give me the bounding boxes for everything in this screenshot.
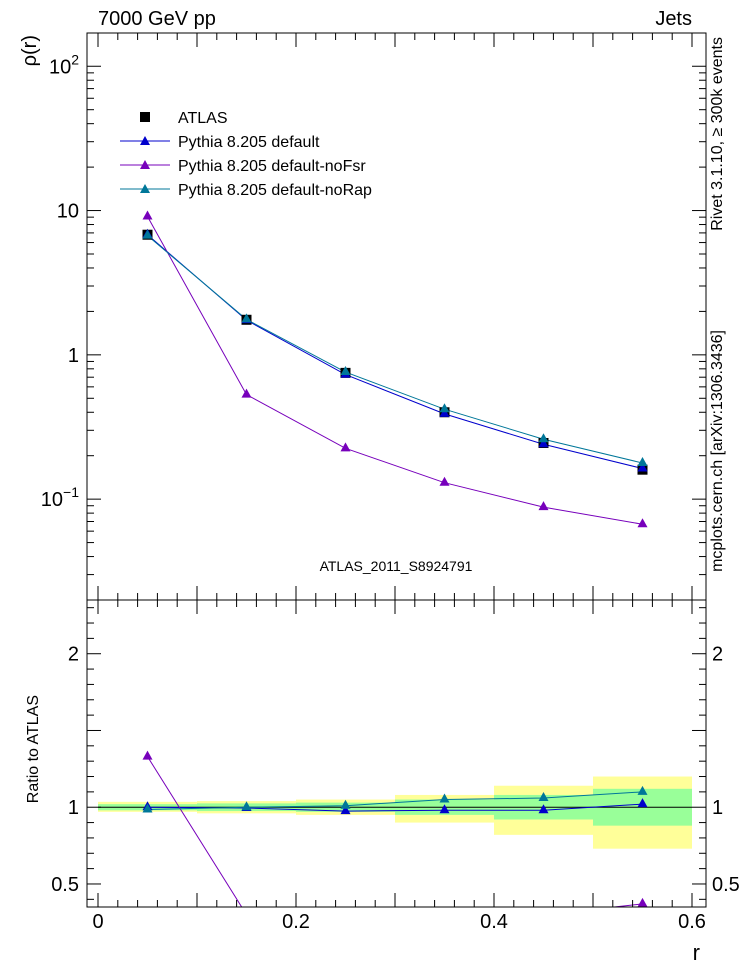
- ratio-ylabel: Ratio to ATLAS: [25, 695, 42, 803]
- main-series-3-point-3: [439, 403, 450, 413]
- main-series-3-point-5: [637, 457, 648, 467]
- main-series-1-point-4: [538, 438, 549, 448]
- ratio-ytick-label-left-0: 0.5: [51, 874, 79, 896]
- legend-nofsr-label: Pythia 8.205 default-noFsr: [178, 158, 366, 175]
- ratio-ytick-label-left-1: 1: [68, 797, 79, 819]
- ratio-ytick-label-right-1: 1: [712, 797, 723, 819]
- main-series-3-point-2: [340, 366, 351, 376]
- ratio-series-2-line: [147, 791, 643, 811]
- title-left: 7000 GeV pp: [98, 8, 216, 30]
- legend-norap-marker: [140, 184, 150, 193]
- ratio-series-1-point-5: [637, 897, 648, 907]
- ratio-series-0-point-5: [637, 798, 648, 808]
- main-series-1-line: [147, 234, 643, 470]
- ratio-series-1-line: [147, 756, 643, 907]
- ratio-series-1-point-0: [142, 750, 153, 760]
- legend-item-atlas: ATLAS: [140, 110, 228, 127]
- main-series-2-line: [147, 216, 643, 525]
- legend-default-marker: [140, 136, 150, 145]
- legend-item-default: Pythia 8.205 default: [120, 134, 320, 151]
- main-ytick-label-2: 10: [57, 201, 79, 223]
- main-ytick-label-3: 102: [49, 51, 79, 78]
- main-series-1-point-3: [439, 407, 450, 417]
- ratio-xtick-label-0: 0: [92, 911, 103, 933]
- ratio-series-1-point-4: [539, 909, 549, 918]
- main-series-2-point-3: [439, 476, 450, 486]
- legend-atlas-label: ATLAS: [178, 110, 228, 127]
- ratio-xtick-label-1: 0.2: [282, 911, 310, 933]
- legend-item-nofsr: Pythia 8.205 default-noFsr: [120, 158, 366, 175]
- analysis-watermark: ATLAS_2011_S8924791: [320, 558, 473, 574]
- ratio-series-1-point-3: [440, 909, 450, 918]
- main-series-1-point-5: [637, 462, 648, 472]
- main-series-3-point-0: [142, 229, 153, 239]
- ratio-series-1-point-2: [341, 909, 351, 918]
- ratio-series-2-point-0: [142, 803, 153, 813]
- legend: ATLAS Pythia 8.205 default Pythia 8.205 …: [120, 110, 372, 199]
- legend-atlas-marker: [140, 112, 150, 122]
- ratio-series-2-point-1: [241, 801, 252, 811]
- ratio-xlabel: r: [693, 940, 700, 965]
- legend-norap-label: Pythia 8.205 default-noRap: [178, 182, 372, 199]
- ratio-frame: [86, 599, 707, 908]
- main-ytick-label-1: 1: [68, 345, 79, 367]
- ratio-series-1-point-1: [242, 909, 252, 918]
- ratio-series-0-point-3: [439, 804, 450, 814]
- ratio-ytick-label-right-2: 2: [712, 644, 723, 666]
- ratio-series-2-point-2: [340, 799, 351, 809]
- ratio-series-2-point-3: [439, 793, 450, 803]
- main-series-2-point-1: [241, 388, 252, 398]
- legend-item-norap: Pythia 8.205 default-noRap: [120, 182, 372, 199]
- title-right: Jets: [655, 8, 692, 30]
- rivet-label: Rivet 3.1.10, ≥ 300k events: [709, 37, 726, 231]
- ratio-panel: 0.5 0.5 1 1 2 2 0 0.2 0.4 0.6: [51, 599, 740, 933]
- main-series-2-point-2: [340, 442, 351, 452]
- legend-nofsr-marker: [140, 160, 150, 169]
- legend-default-label: Pythia 8.205 default: [178, 134, 320, 151]
- main-series-3-line: [147, 235, 643, 464]
- ratio-xtick-label-3: 0.6: [678, 911, 706, 933]
- main-ylabel: ρ(r): [19, 35, 41, 66]
- ratio-xtick-label-2: 0.4: [480, 911, 508, 933]
- main-series-2-point-0: [142, 210, 153, 220]
- main-series-2-point-5: [637, 518, 648, 528]
- mcplots-label: mcplots.cern.ch [arXiv:1306.3436]: [709, 330, 726, 572]
- ratio-ytick-label-right-0: 0.5: [712, 874, 740, 896]
- main-series-3-point-4: [538, 433, 549, 443]
- main-series-2-point-4: [538, 501, 549, 511]
- ratio-series-0-point-2: [340, 805, 351, 815]
- ratio-ytick-label-left-2: 2: [68, 644, 79, 666]
- main-ytick-label-0: 10−1: [41, 484, 79, 511]
- ratio-series-0-point-4: [538, 804, 549, 814]
- ratio-series-2-point-4: [538, 792, 549, 802]
- main-series-3-point-1: [241, 313, 252, 323]
- ratio-series-2-point-5: [637, 785, 648, 795]
